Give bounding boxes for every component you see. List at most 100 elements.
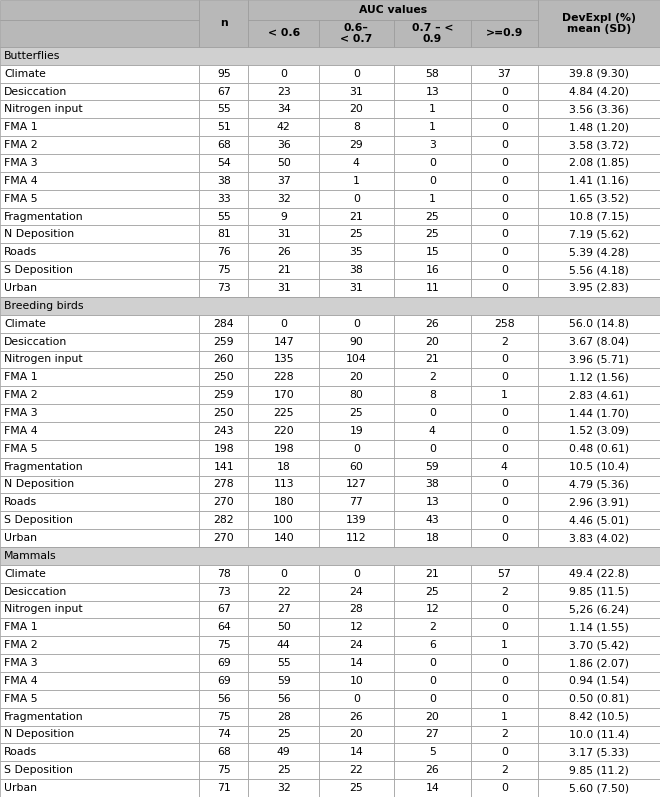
Bar: [471, 368, 538, 387]
Bar: [248, 672, 319, 690]
Bar: [199, 83, 248, 100]
Text: 228: 228: [273, 372, 294, 383]
Text: 21: 21: [350, 211, 363, 222]
Text: 0: 0: [501, 176, 508, 186]
Bar: [393, 672, 471, 690]
Bar: [538, 368, 660, 387]
Text: 0: 0: [501, 122, 508, 132]
Bar: [0, 279, 199, 297]
Bar: [0, 761, 199, 779]
Text: FMA 3: FMA 3: [4, 158, 38, 168]
Text: 1: 1: [501, 640, 508, 650]
Text: 26: 26: [426, 319, 439, 328]
Bar: [199, 100, 248, 118]
Text: 31: 31: [277, 230, 290, 239]
Text: 1: 1: [429, 122, 436, 132]
Text: 22: 22: [277, 587, 290, 597]
Bar: [0, 529, 199, 547]
Text: 100: 100: [273, 515, 294, 525]
Text: 0: 0: [501, 283, 508, 293]
Text: 64: 64: [217, 622, 231, 632]
Bar: [393, 118, 471, 136]
Text: 59: 59: [426, 461, 439, 472]
Bar: [538, 476, 660, 493]
Bar: [319, 261, 393, 279]
Bar: [538, 457, 660, 476]
Text: 49: 49: [277, 748, 290, 757]
Bar: [471, 118, 538, 136]
Bar: [538, 154, 660, 172]
Bar: [471, 136, 538, 154]
Bar: [538, 583, 660, 601]
Bar: [471, 725, 538, 744]
Bar: [0, 547, 660, 565]
Text: 0: 0: [501, 497, 508, 508]
Text: 26: 26: [426, 765, 439, 775]
Text: Climate: Climate: [4, 319, 46, 328]
Bar: [0, 351, 199, 368]
Bar: [0, 297, 660, 315]
Bar: [319, 511, 393, 529]
Bar: [393, 636, 471, 654]
Bar: [0, 154, 199, 172]
Bar: [199, 0, 248, 47]
Text: 22: 22: [350, 765, 363, 775]
Bar: [471, 332, 538, 351]
Text: 31: 31: [277, 283, 290, 293]
Bar: [471, 636, 538, 654]
Bar: [393, 315, 471, 332]
Text: 3.95 (2.83): 3.95 (2.83): [569, 283, 629, 293]
Text: 0: 0: [501, 426, 508, 436]
Bar: [393, 20, 471, 47]
Text: 0: 0: [501, 676, 508, 686]
Bar: [393, 100, 471, 118]
Text: 0: 0: [501, 444, 508, 453]
Text: 3.56 (3.36): 3.56 (3.36): [569, 104, 629, 115]
Text: FMA 4: FMA 4: [4, 676, 38, 686]
Text: 25: 25: [350, 783, 363, 793]
Text: 8: 8: [353, 122, 360, 132]
Text: 5.60 (7.50): 5.60 (7.50): [569, 783, 629, 793]
Bar: [538, 529, 660, 547]
Bar: [0, 565, 199, 583]
Text: 259: 259: [214, 391, 234, 400]
Text: 4.79 (5.36): 4.79 (5.36): [569, 480, 629, 489]
Text: Fragmentation: Fragmentation: [4, 461, 84, 472]
Bar: [393, 565, 471, 583]
Bar: [0, 100, 199, 118]
Text: Butterflies: Butterflies: [4, 51, 60, 61]
Bar: [248, 279, 319, 297]
Bar: [393, 761, 471, 779]
Bar: [393, 190, 471, 208]
Text: 21: 21: [426, 569, 439, 579]
Text: 220: 220: [273, 426, 294, 436]
Text: S Deposition: S Deposition: [4, 765, 73, 775]
Bar: [248, 422, 319, 440]
Text: Nitrogen input: Nitrogen input: [4, 355, 82, 364]
Text: 55: 55: [217, 104, 231, 115]
Text: 0: 0: [429, 658, 436, 668]
Bar: [0, 779, 199, 797]
Bar: [248, 457, 319, 476]
Bar: [199, 761, 248, 779]
Text: 0: 0: [429, 693, 436, 704]
Bar: [393, 725, 471, 744]
Text: 0: 0: [280, 319, 287, 328]
Bar: [471, 208, 538, 226]
Text: 32: 32: [277, 194, 290, 204]
Bar: [199, 779, 248, 797]
Bar: [319, 351, 393, 368]
Text: Nitrogen input: Nitrogen input: [4, 604, 82, 614]
Text: FMA 1: FMA 1: [4, 122, 38, 132]
Bar: [248, 332, 319, 351]
Bar: [248, 136, 319, 154]
Bar: [248, 744, 319, 761]
Text: 0: 0: [429, 676, 436, 686]
Text: 2: 2: [501, 587, 508, 597]
Bar: [393, 351, 471, 368]
Text: 270: 270: [213, 497, 234, 508]
Bar: [319, 725, 393, 744]
Text: 0: 0: [501, 265, 508, 275]
Text: 0: 0: [501, 408, 508, 418]
Bar: [538, 226, 660, 243]
